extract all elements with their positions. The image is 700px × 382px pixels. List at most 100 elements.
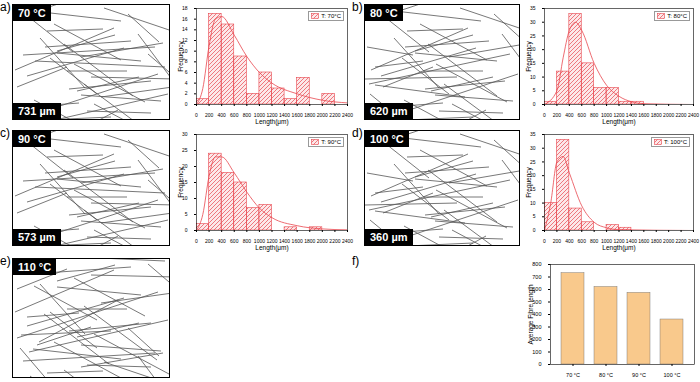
svg-text:25: 25 [530, 159, 536, 165]
html-text:f): f) [352, 254, 360, 268]
svg-text:2200: 2200 [329, 112, 340, 118]
svg-text:0: 0 [195, 238, 198, 244]
svg-text:30: 30 [182, 131, 188, 137]
html-text:70 °C: 70 °C [18, 7, 46, 19]
svg-text:10: 10 [530, 74, 536, 80]
svg-text:0: 0 [185, 227, 188, 233]
svg-text:2200: 2200 [329, 238, 340, 244]
svg-text:80 °C: 80 °C [599, 372, 613, 378]
svg-text:2200: 2200 [676, 238, 687, 244]
svg-text:2400: 2400 [342, 238, 353, 244]
svg-text:600: 600 [230, 112, 239, 118]
svg-text:100 °C: 100 °C [664, 372, 681, 378]
svg-text:18: 18 [182, 5, 188, 11]
svg-text:2400: 2400 [688, 112, 699, 118]
svg-text:10: 10 [181, 47, 188, 54]
svg-text:1800: 1800 [304, 238, 315, 244]
svg-text:2200: 2200 [676, 112, 687, 118]
html-text:100 °C: 100 °C [370, 133, 404, 145]
svg-text:30: 30 [530, 19, 536, 25]
svg-text:600: 600 [578, 112, 587, 118]
svg-text:0: 0 [543, 112, 546, 118]
html-text:e): e) [0, 254, 11, 268]
svg-text:5: 5 [533, 87, 536, 93]
svg-text:2000: 2000 [663, 112, 674, 118]
svg-text:0: 0 [538, 361, 541, 367]
svg-text:35: 35 [530, 131, 536, 137]
svg-text:2: 2 [185, 90, 188, 96]
svg-text:8: 8 [185, 58, 188, 64]
html-text:360 µm: 360 µm [370, 231, 408, 243]
svg-text:Frequency: Frequency [177, 166, 185, 197]
svg-text:2000: 2000 [317, 238, 328, 244]
html-text:1000 1200 1400: 1000 1200 1400 [253, 112, 291, 119]
svg-text:2000: 2000 [663, 238, 674, 244]
html-text:573 µm: 573 µm [18, 231, 56, 243]
svg-text:25: 25 [530, 33, 536, 39]
svg-text:2400: 2400 [688, 238, 699, 244]
svg-text:1600: 1600 [292, 238, 303, 244]
html-text:110 °C: 110 °C [18, 261, 52, 273]
svg-text:Frequency: Frequency [525, 40, 533, 71]
svg-text:4: 4 [185, 80, 188, 86]
svg-text:2000: 2000 [317, 112, 328, 118]
svg-text:20: 20 [529, 46, 536, 53]
svg-text:5: 5 [533, 213, 536, 219]
svg-text:16: 16 [182, 16, 188, 22]
html-text:c): c) [0, 126, 10, 140]
html-text:b): b) [352, 0, 363, 14]
svg-text:Length(μm): Length(μm) [255, 118, 288, 126]
svg-text:12: 12 [181, 37, 188, 44]
svg-text:800: 800 [590, 238, 599, 244]
svg-text:70 °C: 70 °C [566, 372, 580, 378]
html-text:a): a) [0, 0, 11, 14]
svg-text:0: 0 [543, 238, 546, 244]
svg-text:0: 0 [185, 101, 188, 107]
svg-text:1800: 1800 [651, 112, 662, 118]
svg-text:600: 600 [230, 238, 239, 244]
html-text:80 °C: 80 °C [370, 7, 398, 19]
svg-text:800: 800 [243, 112, 252, 118]
svg-text:200: 200 [205, 112, 214, 118]
svg-text:1800: 1800 [304, 112, 315, 118]
svg-text:1600: 1600 [638, 238, 649, 244]
svg-text:Frequency: Frequency [525, 166, 533, 197]
html-text:d): d) [352, 126, 363, 140]
svg-text:25: 25 [182, 147, 188, 153]
svg-text:10: 10 [530, 200, 536, 206]
svg-text:400: 400 [217, 112, 226, 118]
svg-text:200: 200 [205, 238, 214, 244]
svg-text:0: 0 [533, 101, 536, 107]
svg-text:0: 0 [195, 112, 198, 118]
svg-text:14: 14 [182, 26, 188, 32]
svg-text:400: 400 [217, 238, 226, 244]
svg-text:Average Fibre length: Average Fibre length [527, 284, 535, 345]
svg-text:700: 700 [532, 274, 541, 280]
svg-text:1600: 1600 [292, 112, 303, 118]
svg-text:800: 800 [590, 112, 599, 118]
svg-text:6: 6 [185, 69, 188, 75]
html-text:620 µm: 620 µm [370, 105, 408, 117]
svg-text:100: 100 [532, 349, 541, 355]
html-text:731 µm: 731 µm [18, 105, 56, 117]
svg-text:800: 800 [532, 261, 541, 267]
svg-text:5: 5 [185, 211, 188, 217]
svg-text:600: 600 [578, 238, 587, 244]
svg-text:Length(μm): Length(μm) [255, 244, 288, 252]
svg-text:1800: 1800 [651, 238, 662, 244]
svg-text:Length(μm): Length(μm) [602, 244, 635, 252]
svg-text:200: 200 [553, 112, 562, 118]
svg-text:400: 400 [565, 238, 574, 244]
svg-text:Length(μm): Length(μm) [602, 118, 635, 126]
svg-text:800: 800 [243, 238, 252, 244]
svg-text:0: 0 [533, 227, 536, 233]
html-text:90 °C: 90 °C [18, 133, 46, 145]
svg-text:1600: 1600 [638, 112, 649, 118]
svg-text:30: 30 [530, 145, 536, 151]
svg-text:Frequency: Frequency [177, 40, 185, 71]
svg-text:400: 400 [565, 112, 574, 118]
svg-text:2400: 2400 [342, 112, 353, 118]
svg-text:90 °C: 90 °C [632, 372, 646, 378]
svg-text:35: 35 [530, 5, 536, 11]
svg-text:200: 200 [553, 238, 562, 244]
